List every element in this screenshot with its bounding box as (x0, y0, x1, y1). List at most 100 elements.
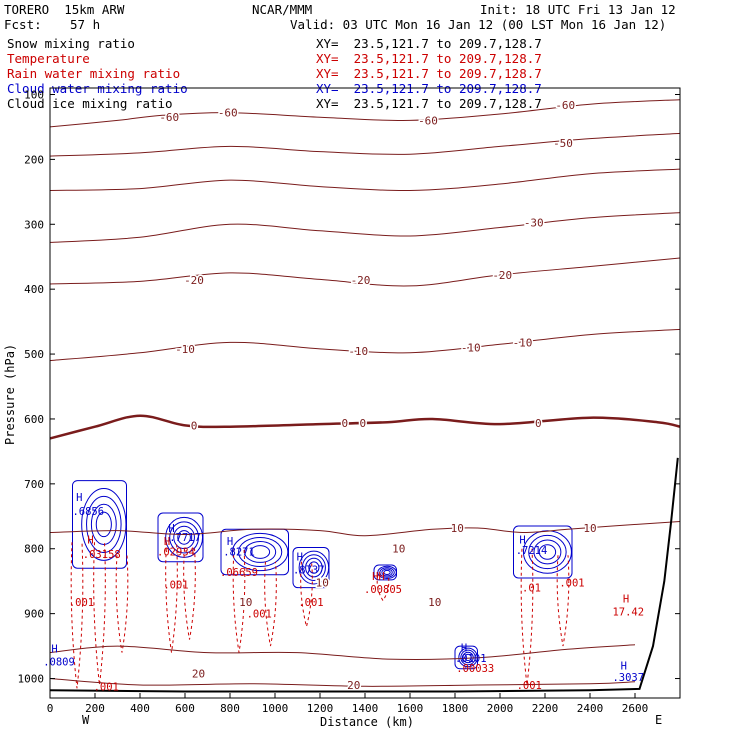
cloud-cell-0-ring-4 (95, 511, 112, 538)
point-label-23: H (623, 594, 629, 606)
x-axis-label: Distance (km) (320, 715, 414, 729)
west-end-label: W (82, 713, 90, 727)
y-tick-label-7: 800 (24, 543, 44, 556)
y-tick-label-0: 100 (24, 88, 44, 101)
cloud-cell-5-ring-2 (528, 534, 567, 570)
legend-name-1: Temperature (7, 51, 90, 66)
temperature-label-13: 0 (191, 419, 198, 432)
cloud-cell-2-ring-4 (250, 545, 271, 559)
y-tick-label-8: 900 (24, 608, 44, 621)
plot-frame (49, 87, 681, 699)
cloud-cell-1-ring-4 (177, 530, 191, 545)
point-label-1: .6856 (72, 506, 104, 518)
temperature-label-7: -20 (351, 274, 371, 287)
rain-shaft-0 (70, 542, 84, 689)
center-label: NCAR/MMM (252, 2, 313, 17)
point-label-28: .0101 (455, 653, 487, 665)
rain-shaft-7 (300, 561, 313, 627)
x-tick-label-2: 400 (130, 702, 150, 715)
cloud-cell-0-ring-1 (81, 487, 127, 561)
point-label-14: H (297, 552, 303, 564)
temperature-contour-5 (49, 328, 681, 362)
y-tick-label-2: 300 (24, 218, 44, 231)
point-label-6: .7717 (169, 532, 201, 544)
temperature-contour-0 (49, 99, 681, 128)
y-tick-label-3: 400 (24, 283, 44, 296)
temperature-contour-9 (49, 678, 636, 687)
point-label-9: .001 (163, 579, 188, 591)
temperature-contour-2 (49, 168, 681, 192)
cloud-cell-3-ring-4 (308, 561, 320, 574)
temperature-contour-4 (49, 257, 681, 287)
legend-name-3: Cloud water mixing ratio (7, 81, 188, 96)
cloud-cell-3-ring-1 (298, 550, 330, 585)
x-tick-label-4: 800 (220, 702, 240, 715)
y-tick-label-5: 600 (24, 413, 44, 426)
forecast-value: 57 h (70, 17, 101, 32)
temperature-label-17: 10 (451, 522, 464, 535)
point-label-21: .01 (522, 583, 541, 595)
rain-shaft-10 (556, 555, 570, 647)
rain-shaft-2 (115, 555, 129, 653)
y-tick-label-1: 200 (24, 153, 44, 166)
temperature-label-2: -60 (418, 114, 438, 127)
y-axis-label: Pressure (hPa) (3, 344, 17, 445)
rain-shaft-6 (264, 561, 277, 647)
temperature-label-3: -60 (555, 99, 575, 112)
x-tick-label-7: 1400 (352, 702, 379, 715)
x-tick-label-3: 600 (175, 702, 195, 715)
point-label-10: H (227, 536, 233, 548)
point-label-0: H (76, 492, 82, 504)
legend-name-0: Snow mixing ratio (7, 36, 135, 51)
point-label-31: .001 (517, 680, 542, 692)
temperature-label-18: 10 (392, 543, 405, 556)
x-tick-label-11: 2200 (532, 702, 559, 715)
legend-name-2: Rain water mixing ratio (7, 66, 181, 81)
point-label-7: H (164, 536, 170, 548)
temperature-label-15: 0 (359, 417, 366, 430)
cloud-cell-2-ring-2 (238, 536, 283, 568)
cloud-cell-1-ring-3 (173, 525, 195, 550)
point-label-3: .03158 (83, 549, 121, 561)
point-label-11: .8271 (223, 546, 255, 558)
temperature-contour-6 (49, 414, 681, 440)
cloud-cell-6-ring-4 (464, 653, 472, 662)
temperature-label-14: 0 (341, 417, 348, 430)
cloud-cell-5-ring-3 (533, 539, 562, 565)
temperature-label-12: -10 (513, 336, 533, 349)
temperature-label-21: 10 (239, 596, 252, 609)
temperature-contour-3 (49, 212, 681, 243)
terrain-line (49, 457, 679, 693)
point-label-30: .001 (94, 681, 119, 693)
cloud-cell-4-ring-2 (379, 567, 395, 578)
x-tick-label-6: 1200 (307, 702, 334, 715)
point-label-13: .001 (247, 609, 272, 621)
rain-shaft-4 (183, 548, 196, 640)
cloud-cell-0-ring-3 (90, 503, 117, 546)
temperature-label-10: -10 (348, 345, 368, 358)
x-tick-label-13: 2600 (622, 702, 649, 715)
legend-xy-2: XY= 23.5,121.7 to 209.7,128.7 (316, 66, 542, 81)
temperature-contour-1 (49, 132, 681, 157)
east-end-label: E (655, 713, 662, 727)
point-label-26: .0809 (43, 657, 75, 669)
point-label-25: H (51, 644, 57, 656)
y-tick-label-4: 500 (24, 348, 44, 361)
rain-shaft-8 (376, 574, 390, 602)
temperature-label-8: -20 (492, 269, 512, 282)
legend-xy-4: XY= 23.5,121.7 to 209.7,128.7 (316, 96, 542, 111)
y-tick-label-6: 700 (24, 478, 44, 491)
temperature-label-24: 20 (347, 679, 360, 692)
cloud-cell-4-ring-4 (383, 569, 391, 576)
cloud-cell-3-ring-3 (305, 557, 323, 578)
forecast-label: Fcst: (4, 17, 42, 32)
cloud-cell-5-ring-4 (538, 544, 557, 560)
cloud-cell-3-ring-2 (301, 554, 326, 581)
temperature-label-6: -20 (184, 274, 204, 287)
point-label-5: H (168, 523, 174, 535)
rain-shaft-9 (520, 548, 534, 686)
temperature-label-4: -50 (553, 137, 573, 150)
temperature-label-16: 0 (535, 417, 542, 430)
temperature-label-19: 10 (583, 522, 596, 535)
